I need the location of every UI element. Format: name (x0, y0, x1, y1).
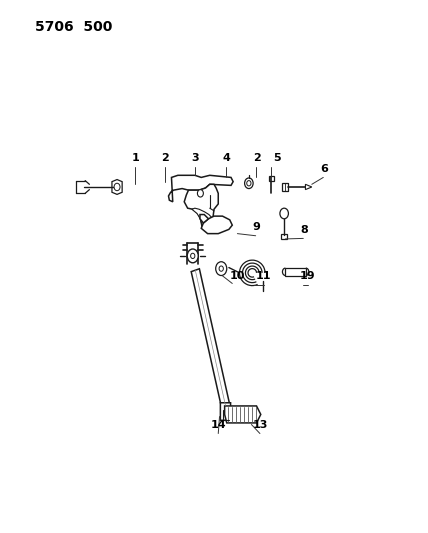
Circle shape (187, 249, 198, 263)
Polygon shape (201, 216, 232, 233)
Circle shape (114, 183, 120, 191)
Text: 11: 11 (256, 271, 271, 281)
Polygon shape (112, 180, 122, 195)
Text: 10: 10 (230, 271, 245, 281)
Text: 5: 5 (273, 153, 281, 163)
Text: 4: 4 (223, 153, 231, 163)
Text: 1: 1 (131, 153, 139, 163)
Circle shape (247, 181, 251, 186)
Circle shape (245, 178, 253, 189)
Polygon shape (169, 175, 233, 202)
Circle shape (219, 266, 223, 271)
Text: 14: 14 (211, 420, 226, 430)
Circle shape (216, 262, 227, 276)
Text: 19: 19 (300, 271, 315, 281)
Polygon shape (184, 184, 218, 232)
Polygon shape (281, 233, 287, 239)
Polygon shape (282, 183, 288, 191)
Polygon shape (225, 406, 261, 423)
Text: 5706  500: 5706 500 (36, 20, 113, 34)
Circle shape (197, 190, 203, 197)
Polygon shape (220, 403, 236, 420)
Polygon shape (269, 176, 274, 181)
Polygon shape (192, 208, 215, 231)
Polygon shape (191, 269, 229, 407)
Text: 2: 2 (253, 153, 260, 163)
Text: 2: 2 (161, 153, 169, 163)
Polygon shape (306, 184, 312, 190)
Bar (285, 268, 306, 276)
Circle shape (190, 253, 195, 259)
Polygon shape (200, 215, 208, 223)
Text: 8: 8 (300, 225, 308, 235)
Text: 9: 9 (253, 222, 261, 232)
Text: 3: 3 (191, 153, 199, 163)
Circle shape (280, 208, 288, 219)
Text: 13: 13 (252, 420, 268, 430)
Text: 6: 6 (321, 164, 329, 174)
